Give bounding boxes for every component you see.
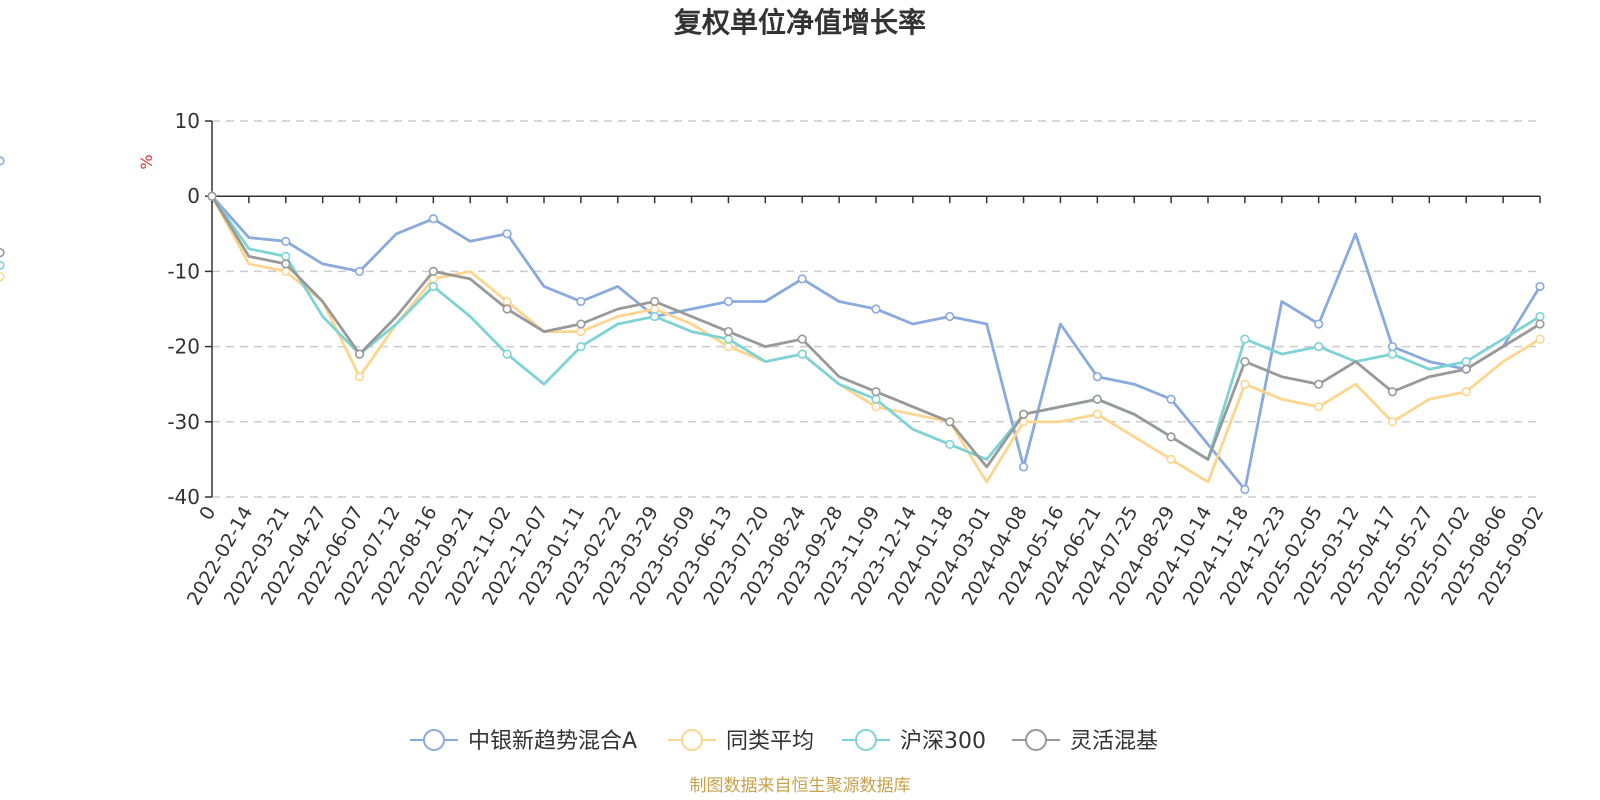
data-point bbox=[1018, 462, 1029, 472]
data-point bbox=[797, 274, 807, 284]
x-tick-label: 0 bbox=[195, 503, 220, 524]
source-note: 制图数据来自恒生聚源数据库 bbox=[690, 776, 911, 796]
data-point bbox=[354, 372, 365, 382]
data-point bbox=[502, 304, 512, 314]
legend-item[interactable]: 中银新趋势混合A bbox=[410, 729, 637, 754]
chart-title: 复权单位净值增长率 bbox=[674, 6, 926, 39]
data-point bbox=[1240, 379, 1250, 389]
data-point bbox=[502, 349, 512, 359]
axes: 100-10-20-30-4002022-02-142022-03-212022… bbox=[167, 109, 1548, 609]
data-point bbox=[354, 349, 365, 359]
data-point bbox=[1240, 484, 1250, 495]
data-point bbox=[281, 236, 291, 246]
y-tick-label: 0 bbox=[187, 184, 200, 208]
data-point bbox=[576, 342, 586, 352]
legend-item[interactable]: 同类平均 bbox=[668, 729, 814, 754]
legend-marker bbox=[1025, 729, 1047, 751]
data-point bbox=[1166, 454, 1176, 465]
data-point bbox=[428, 281, 438, 292]
y-tick-label: -10 bbox=[167, 259, 200, 283]
data-point bbox=[650, 311, 660, 322]
data-point bbox=[797, 349, 807, 359]
data-point bbox=[354, 266, 365, 277]
series-lines bbox=[0, 156, 1545, 495]
data-point bbox=[1092, 394, 1102, 404]
data-point bbox=[1092, 409, 1102, 419]
series-line bbox=[210, 195, 1541, 461]
series-line bbox=[210, 195, 1541, 469]
data-point bbox=[1240, 357, 1250, 367]
data-point bbox=[1387, 387, 1398, 397]
data-point bbox=[1092, 372, 1102, 382]
data-point bbox=[502, 296, 512, 307]
data-point bbox=[945, 417, 955, 427]
data-point bbox=[281, 266, 291, 277]
y-tick-label: -40 bbox=[167, 485, 200, 509]
data-point bbox=[1240, 334, 1250, 344]
legend-marker bbox=[855, 729, 877, 751]
data-point bbox=[576, 296, 586, 307]
data-point bbox=[1535, 334, 1545, 344]
legend-item[interactable]: 沪深300 bbox=[842, 729, 986, 754]
data-point bbox=[1387, 417, 1398, 427]
data-point bbox=[871, 387, 881, 397]
data-point bbox=[281, 259, 291, 269]
data-point bbox=[502, 229, 512, 239]
legend-label: 同类平均 bbox=[726, 729, 814, 754]
data-point bbox=[1535, 311, 1545, 322]
legend-label: 中银新趋势混合A bbox=[468, 729, 637, 754]
data-point bbox=[576, 326, 586, 337]
data-point bbox=[650, 304, 660, 314]
data-point bbox=[871, 402, 881, 412]
data-point bbox=[723, 326, 734, 337]
data-point bbox=[0, 260, 5, 270]
data-point bbox=[1314, 342, 1324, 352]
data-point bbox=[0, 272, 5, 282]
data-point bbox=[871, 394, 881, 404]
legend-label: 灵活混基 bbox=[1070, 729, 1158, 754]
data-point bbox=[428, 214, 438, 224]
data-point bbox=[0, 156, 5, 166]
data-point bbox=[207, 191, 217, 201]
data-point bbox=[871, 304, 881, 314]
data-point bbox=[723, 296, 734, 307]
data-point bbox=[1461, 364, 1471, 374]
data-point bbox=[797, 334, 807, 344]
data-point bbox=[281, 251, 291, 261]
data-point bbox=[1018, 409, 1029, 419]
data-point bbox=[723, 334, 734, 344]
legend[interactable]: 中银新趋势混合A 同类平均 沪深300 灵活混基 bbox=[410, 729, 1158, 754]
data-point bbox=[576, 319, 586, 329]
y-tick-label: -30 bbox=[167, 410, 200, 434]
series-line bbox=[210, 195, 1542, 491]
data-point bbox=[1314, 402, 1324, 412]
series-line bbox=[210, 195, 1541, 484]
legend-item[interactable]: 灵活混基 bbox=[1012, 729, 1158, 754]
legend-label: 沪深300 bbox=[900, 729, 986, 754]
data-point bbox=[945, 311, 955, 322]
data-point bbox=[1314, 319, 1324, 329]
data-point bbox=[1461, 357, 1471, 367]
y-axis-label: % bbox=[137, 154, 156, 169]
data-point bbox=[1387, 342, 1398, 352]
data-point bbox=[723, 342, 734, 352]
data-point bbox=[0, 248, 5, 258]
data-point bbox=[428, 266, 438, 277]
legend-marker bbox=[423, 729, 445, 751]
data-point bbox=[1166, 432, 1176, 442]
data-point bbox=[1387, 349, 1398, 359]
y-tick-label: 10 bbox=[175, 109, 200, 133]
data-point bbox=[1314, 379, 1324, 389]
data-point bbox=[1166, 394, 1176, 404]
legend-marker bbox=[681, 729, 703, 751]
data-point bbox=[1535, 281, 1545, 292]
data-point bbox=[945, 439, 955, 449]
data-point bbox=[1535, 319, 1545, 329]
y-tick-label: -20 bbox=[167, 335, 200, 359]
data-point bbox=[650, 296, 660, 307]
data-point bbox=[1461, 387, 1471, 397]
